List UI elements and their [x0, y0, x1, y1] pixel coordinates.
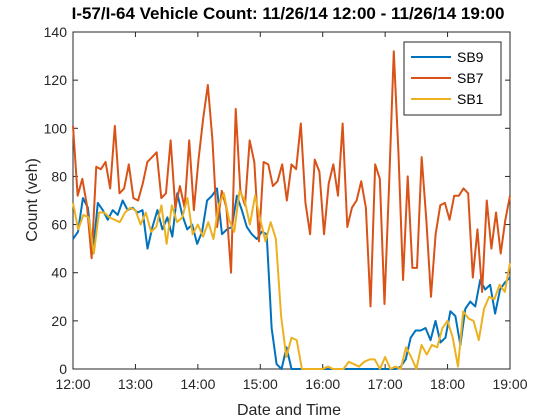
legend-label-sb1: SB1: [457, 91, 484, 107]
x-tick-label: 17:00: [368, 376, 403, 392]
y-tick-label: 140: [44, 24, 68, 40]
y-tick-label: 80: [51, 168, 67, 184]
series-line-sb9: [72, 187, 511, 370]
y-tick-label: 60: [51, 217, 67, 233]
y-axis-label: Count (veh): [24, 158, 41, 242]
y-tick-label: 20: [51, 313, 67, 329]
chart-title: I-57/I-64 Vehicle Count: 11/26/14 12:00 …: [72, 4, 505, 23]
y-tick-label: 40: [51, 265, 67, 281]
x-tick-label: 18:00: [430, 376, 465, 392]
legend-label-sb7: SB7: [457, 70, 484, 86]
x-tick-label: 13:00: [118, 376, 153, 392]
y-tick-label: 0: [59, 361, 67, 377]
y-tick-label: 100: [44, 120, 68, 136]
series-line-sb7: [72, 50, 511, 308]
series-line-sb1: [72, 189, 511, 370]
legend: SB9 SB7 SB1: [403, 41, 502, 116]
x-tick-label: 12:00: [55, 376, 90, 392]
legend-label-sb9: SB9: [457, 49, 484, 65]
x-tick-label: 15:00: [243, 376, 278, 392]
series-lines: [72, 50, 511, 370]
x-tick-label: 16:00: [305, 376, 340, 392]
x-tick-label: 14:00: [180, 376, 215, 392]
x-tick-label: 19:00: [492, 376, 527, 392]
y-tick-label: 120: [44, 72, 68, 88]
x-axis-label: Date and Time: [237, 402, 341, 419]
